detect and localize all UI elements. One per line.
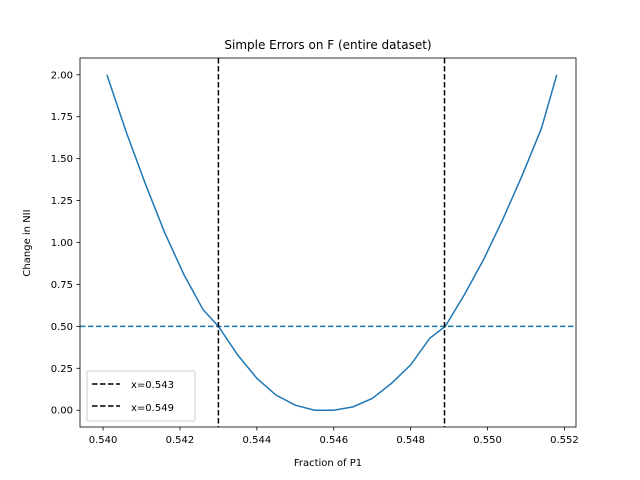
x-tick-label: 0.550 bbox=[473, 435, 502, 446]
legend-box bbox=[86, 370, 196, 422]
y-tick-label: 1.00 bbox=[51, 238, 73, 249]
x-tick-label: 0.552 bbox=[550, 435, 579, 446]
y-tick-label: 1.75 bbox=[51, 112, 73, 123]
legend-label-vline-2: x=0.549 bbox=[131, 403, 174, 414]
y-tick-label: 1.50 bbox=[51, 154, 73, 165]
x-tick-label: 0.546 bbox=[319, 435, 348, 446]
y-axis-label: Change in NII bbox=[22, 209, 33, 276]
x-tick-label: 0.540 bbox=[89, 435, 118, 446]
legend: x=0.543 x=0.549 bbox=[86, 370, 196, 422]
data-layer bbox=[80, 58, 576, 427]
y-tick-label: 0.25 bbox=[51, 364, 73, 375]
plot-area bbox=[79, 57, 577, 428]
x-tick-label: 0.542 bbox=[166, 435, 195, 446]
y-tick-label: 0.75 bbox=[51, 280, 73, 291]
x-tick-label: 0.548 bbox=[396, 435, 425, 446]
y-tick-label: 0.00 bbox=[51, 406, 73, 417]
series-line-1 bbox=[106, 74, 558, 411]
x-tick-label: 0.544 bbox=[243, 435, 272, 446]
x-axis-label: Fraction of P1 bbox=[294, 458, 362, 469]
legend-label-vline-1: x=0.543 bbox=[131, 380, 174, 391]
y-tick-label: 0.50 bbox=[51, 322, 73, 333]
ticks: 0.540 0.542 0.544 0.546 0.548 0.550 0.552 0.00 0… bbox=[51, 70, 579, 446]
chart-title: Simple Errors on F (entire dataset) bbox=[224, 38, 431, 52]
y-tick-label: 2.00 bbox=[51, 70, 73, 81]
y-tick-label: 1.25 bbox=[51, 196, 73, 207]
